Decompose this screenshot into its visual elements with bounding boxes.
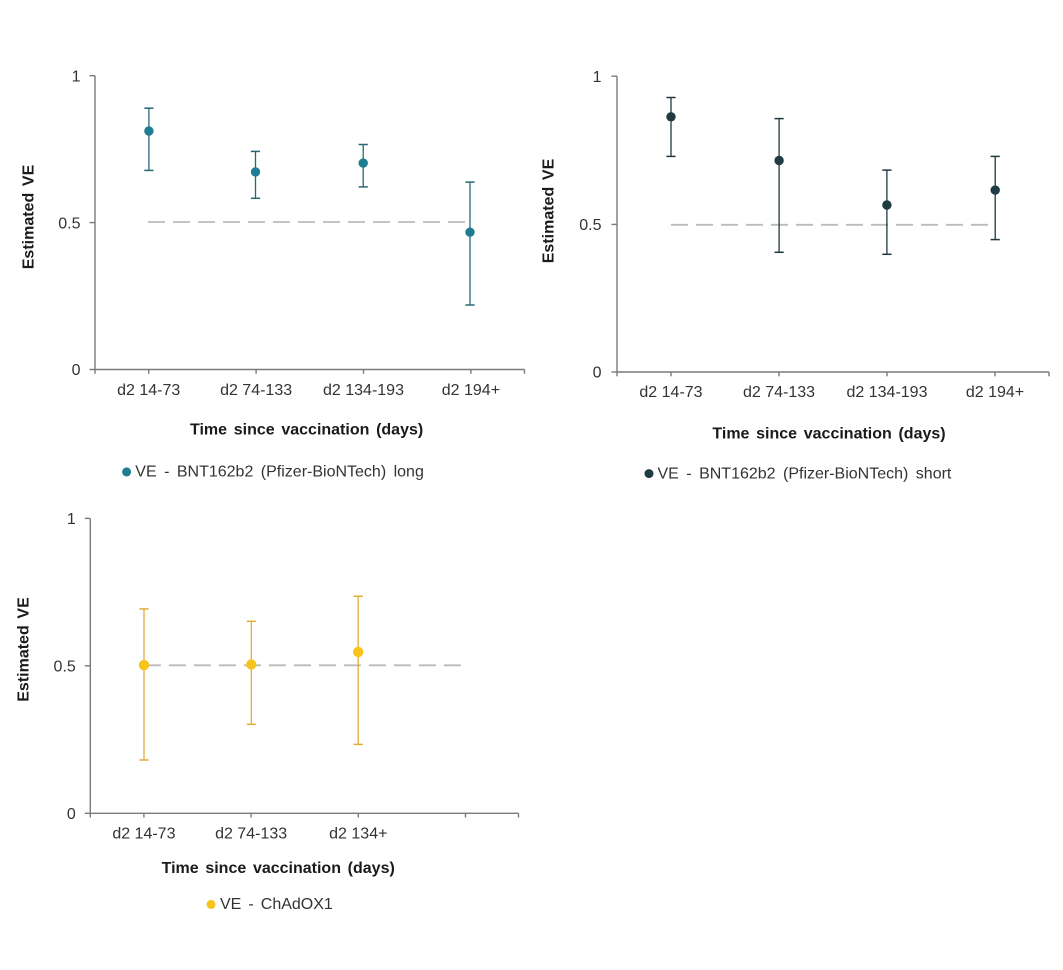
svg-text:Time since vaccination (days): Time since vaccination (days) <box>190 422 423 439</box>
svg-text:d2 14-73: d2 14-73 <box>112 826 175 843</box>
svg-text:d2 194+: d2 194+ <box>442 382 500 399</box>
svg-text:d2 134-193: d2 134-193 <box>847 384 928 401</box>
svg-text:VE - ChAdOX1: VE - ChAdOX1 <box>220 896 333 913</box>
svg-text:Time since vaccination (days): Time since vaccination (days) <box>162 860 395 877</box>
svg-text:0: 0 <box>72 362 81 379</box>
svg-text:1: 1 <box>67 511 76 528</box>
svg-text:Estimated VE: Estimated VE <box>21 164 38 269</box>
svg-text:0.5: 0.5 <box>58 215 80 232</box>
svg-text:d2 14-73: d2 14-73 <box>117 382 180 399</box>
svg-text:VE - BNT162b2 (Pfizer-BioNTech: VE - BNT162b2 (Pfizer-BioNTech) short <box>658 465 952 482</box>
svg-text:Estimated VE: Estimated VE <box>541 158 558 263</box>
svg-text:VE - BNT162b2 (Pfizer-BioNTech: VE - BNT162b2 (Pfizer-BioNTech) long <box>135 464 424 481</box>
svg-text:0.5: 0.5 <box>54 659 76 676</box>
svg-text:Time since vaccination (days): Time since vaccination (days) <box>712 426 945 443</box>
svg-text:d2 134+: d2 134+ <box>329 826 387 843</box>
svg-text:d2 74-133: d2 74-133 <box>743 384 815 401</box>
svg-text:d2 74-133: d2 74-133 <box>215 826 287 843</box>
svg-text:d2 194+: d2 194+ <box>966 384 1024 401</box>
svg-text:Estimated VE: Estimated VE <box>16 597 33 702</box>
svg-text:d2 14-73: d2 14-73 <box>639 384 702 401</box>
svg-text:0: 0 <box>67 806 76 823</box>
svg-text:d2 74-133: d2 74-133 <box>220 382 292 399</box>
svg-text:1: 1 <box>593 69 602 86</box>
svg-text:0.5: 0.5 <box>579 217 601 234</box>
svg-text:1: 1 <box>72 68 81 85</box>
svg-text:0: 0 <box>593 365 602 382</box>
svg-text:d2 134-193: d2 134-193 <box>323 382 404 399</box>
